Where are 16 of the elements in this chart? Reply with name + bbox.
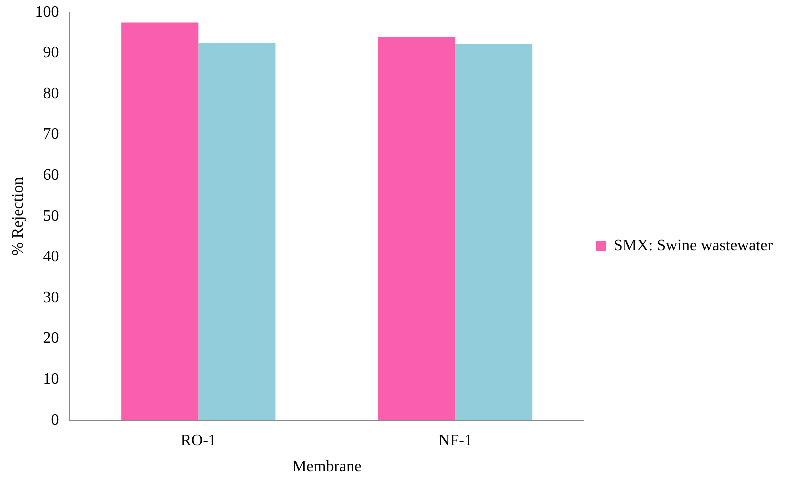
y-tick-label: 10 <box>43 371 60 388</box>
y-tick-label: 50 <box>43 208 60 225</box>
x-tick-label: RO-1 <box>180 432 216 450</box>
y-tick-label: 90 <box>43 44 60 62</box>
y-tick-label: 70 <box>43 126 60 144</box>
y-tick-label: 80 <box>43 85 60 102</box>
legend-label: SMX: Swine wastewater <box>614 238 774 255</box>
y-tick-label: 20 <box>43 330 60 348</box>
x-axis-title: Membrane <box>292 458 362 476</box>
y-tick-label: 30 <box>43 289 60 306</box>
y-tick-label: 0 <box>51 412 60 429</box>
y-tick-label: 60 <box>43 167 60 184</box>
x-tick-label: NF-1 <box>438 432 472 450</box>
y-tick-label: 40 <box>43 248 60 266</box>
y-tick-label: 100 <box>35 4 60 21</box>
y-axis-title: % Rejection <box>10 177 27 256</box>
